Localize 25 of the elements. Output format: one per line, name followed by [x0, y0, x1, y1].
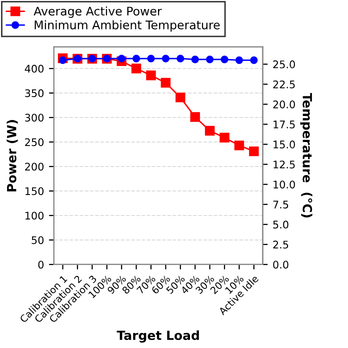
- y-tick-label: 250: [25, 138, 44, 146]
- y2-tick-label: 25.0: [273, 60, 295, 68]
- y-tick-label: 200: [25, 162, 44, 171]
- legend-label: Average Active Power: [34, 6, 162, 18]
- y2-tick-label: 22.5: [273, 80, 295, 88]
- y2-tick-label: 20.0: [273, 100, 295, 108]
- y2-tick-label: 10.0: [274, 180, 295, 188]
- y2-tick-label: 2.5: [273, 240, 288, 249]
- y-tick-label: 350: [25, 89, 44, 98]
- x-axis-title: Target Load: [116, 330, 199, 343]
- y2-tick-label: 5.0: [273, 220, 288, 229]
- y2-tick-label: 12.5: [274, 160, 295, 168]
- legend-label: Minimum Ambient Temperature: [34, 20, 220, 32]
- y2-tick-label: 0.0: [273, 260, 288, 269]
- y2-axis-title: Temperature (°C): [300, 93, 312, 218]
- y2-tick-label: 17.5: [274, 120, 295, 128]
- y-tick-label: 400: [24, 64, 44, 73]
- y-tick-label: 0: [38, 260, 44, 269]
- y-axis-title: Power (W): [6, 120, 18, 192]
- y-tick-label: 150: [25, 187, 44, 196]
- y2-tick-label: 15.0: [274, 140, 295, 148]
- y-tick-label: 100: [25, 212, 44, 220]
- y2-tick-label: 7.5: [273, 200, 288, 209]
- y-tick-label: 300: [25, 114, 44, 122]
- y-tick-label: 50: [32, 236, 44, 244]
